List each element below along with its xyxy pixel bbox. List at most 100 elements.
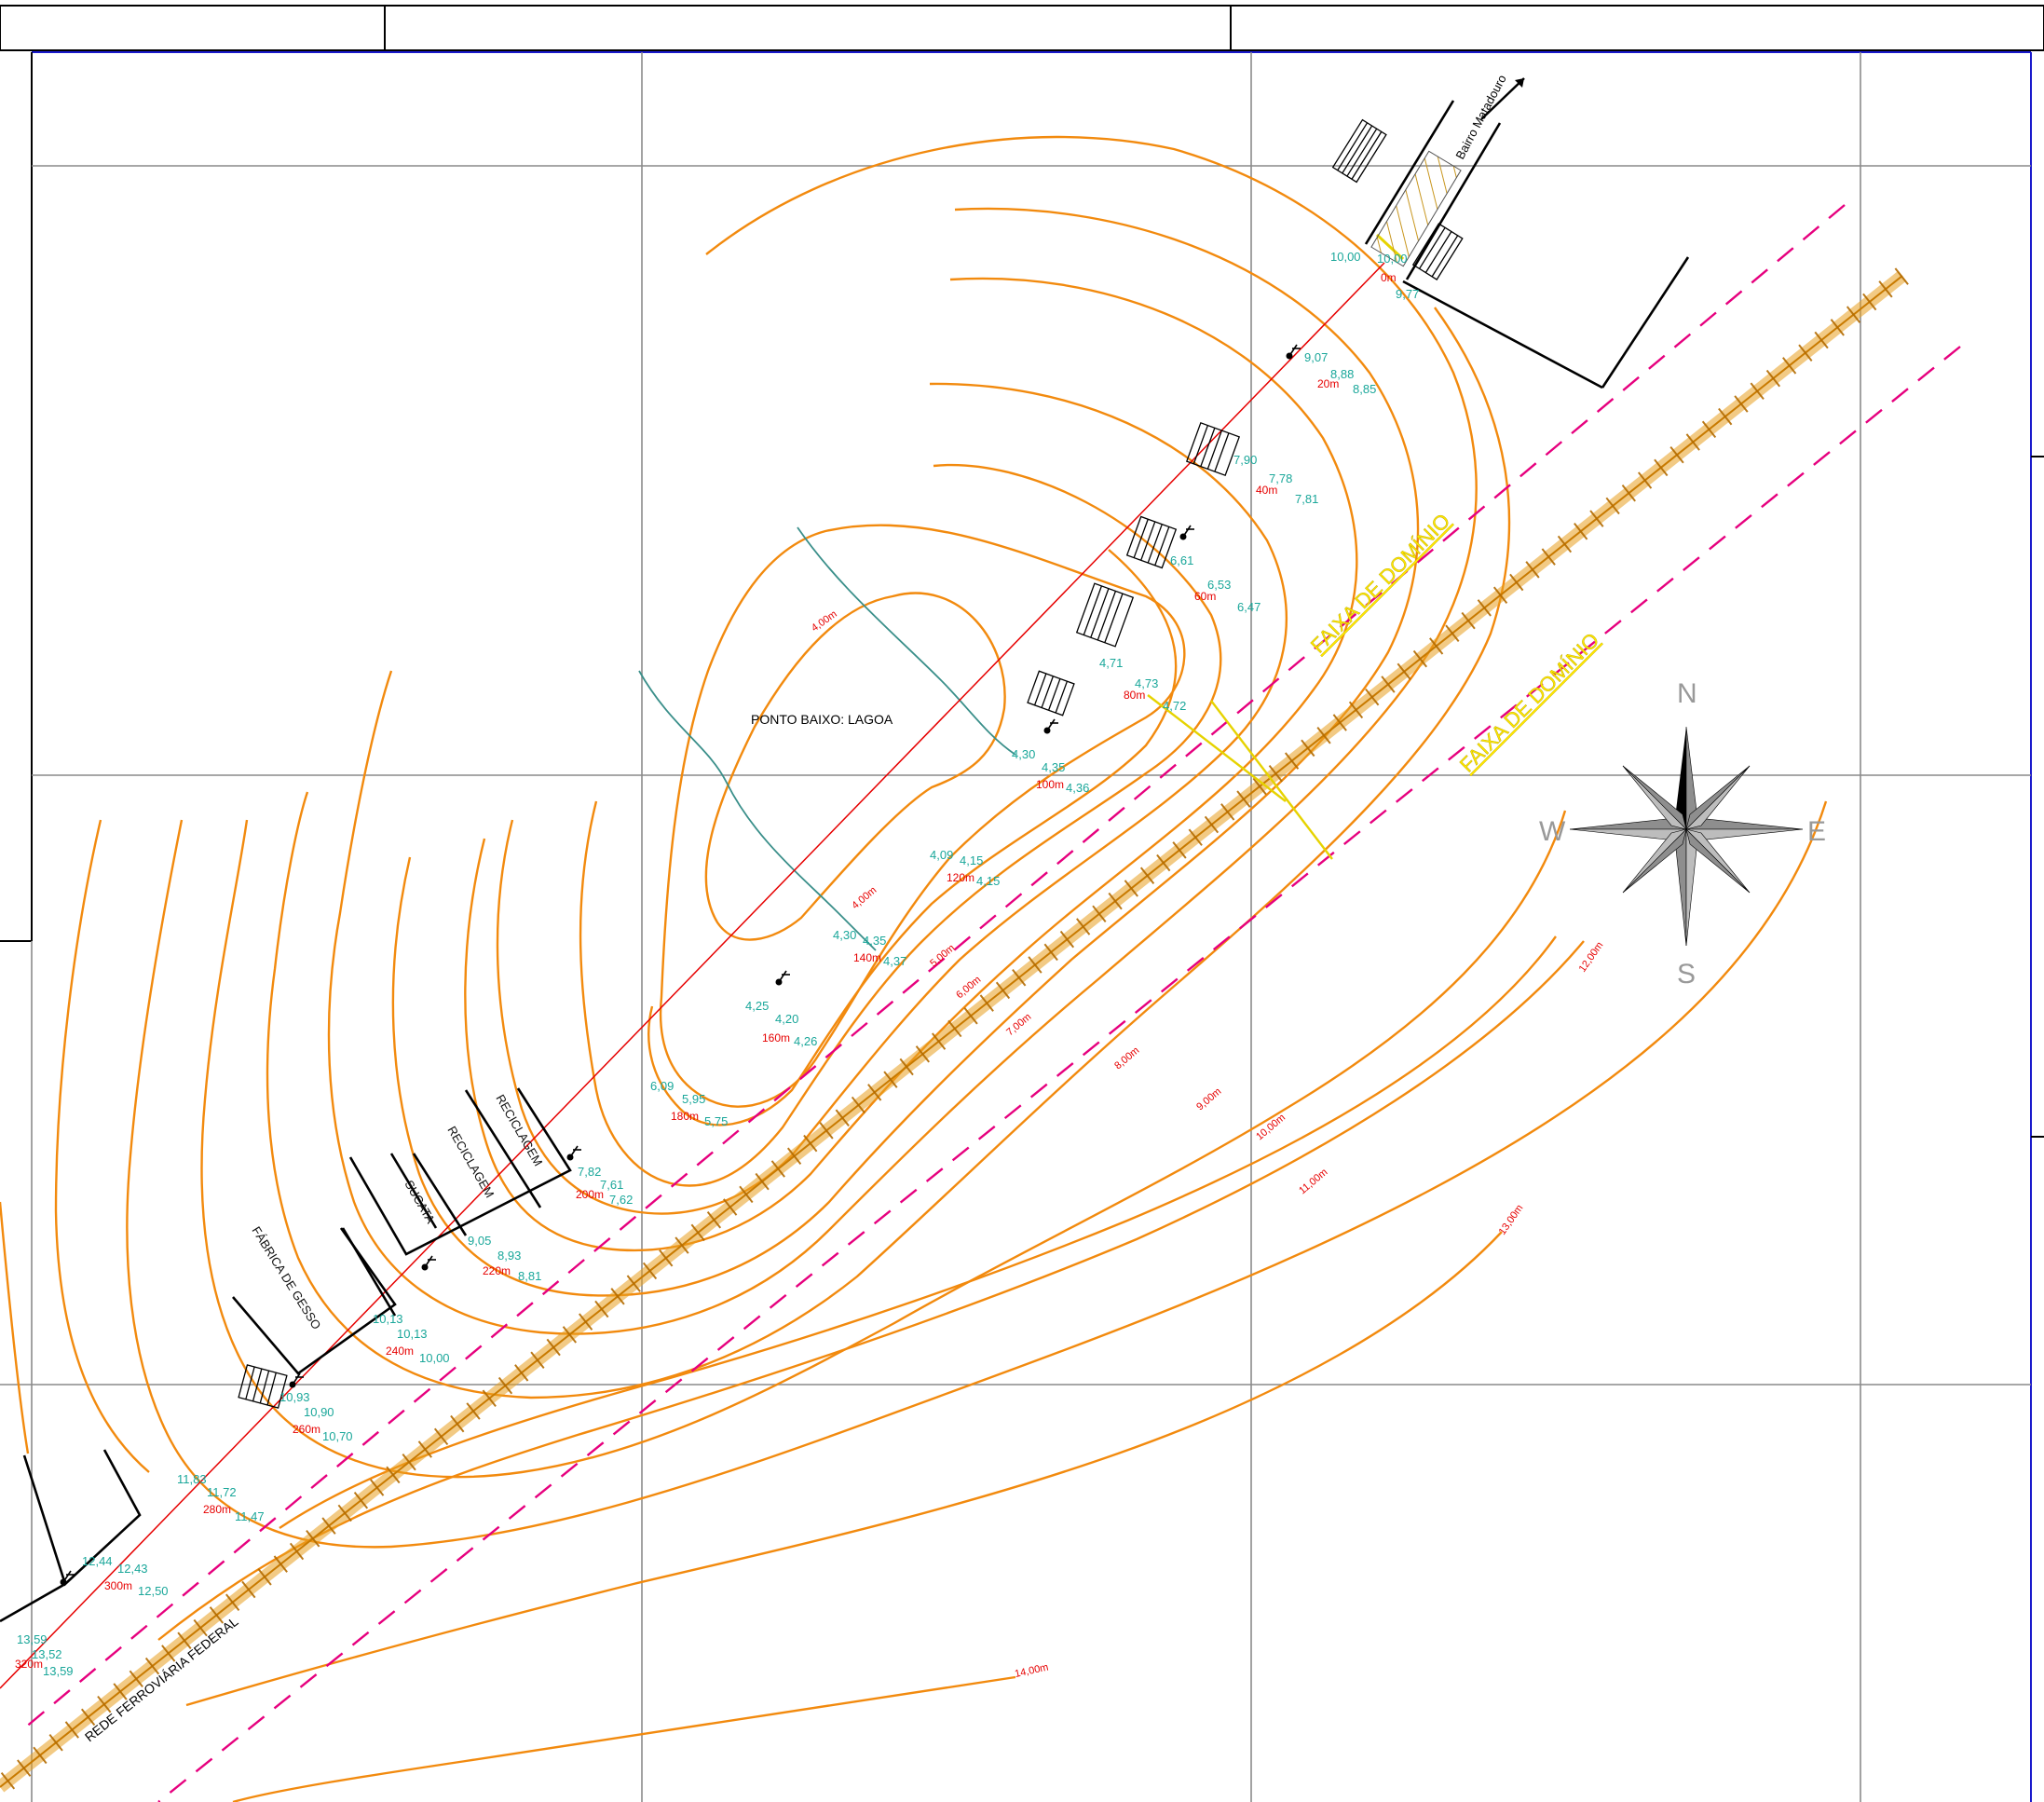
- spot-height: 11,72: [207, 1485, 237, 1499]
- building-hatched: [1125, 515, 1178, 569]
- right-of-way-label-2: FAIXA DE DOMÍNIO: [1455, 628, 1603, 776]
- contour-west-2: [0, 1201, 30, 1454]
- station-label: 320m: [15, 1658, 43, 1671]
- contour-13m: [126, 800, 1828, 1549]
- contour-4m: [659, 524, 1186, 1108]
- spot-height: 4,26: [794, 1034, 817, 1048]
- station-label: 180m: [671, 1110, 699, 1123]
- road-label: Bairro Matadouro: [1452, 73, 1508, 162]
- compass-east-label: E: [1807, 816, 1826, 847]
- spot-height: 13,59: [43, 1664, 74, 1678]
- contour-label: 8,00m: [1112, 1044, 1141, 1072]
- spot-height: 4,72: [1163, 699, 1186, 713]
- spot-height: 4,71: [1099, 656, 1123, 670]
- station-label: 240m: [386, 1345, 414, 1358]
- building-hatched: [1075, 582, 1135, 648]
- contour-west-1: [54, 819, 150, 1473]
- spot-height: 7,81: [1295, 492, 1318, 506]
- station-label: 0m: [1381, 271, 1397, 284]
- spot-height: 8,85: [1353, 382, 1376, 396]
- spot-height: 10,00: [1377, 252, 1408, 266]
- station-label: 40m: [1256, 484, 1277, 497]
- spot-height: 10,93: [279, 1390, 310, 1404]
- spot-height: 8,81: [518, 1269, 541, 1283]
- spot-height: 4,30: [1012, 747, 1035, 761]
- spot-height: 13,59: [17, 1632, 48, 1646]
- contour-label: 4,00m: [850, 884, 879, 911]
- contour-11m: [266, 307, 1511, 1399]
- spot-heights: 10,00 10,00 9,77 9,07 8,88 8,85 7,90 7,7…: [17, 250, 1419, 1678]
- spot-height: 5,75: [704, 1114, 728, 1128]
- spot-height: 4,30: [833, 928, 856, 942]
- building-hatched: [238, 1364, 288, 1409]
- contour-8m: [464, 277, 1358, 1252]
- station-label: 160m: [762, 1031, 790, 1044]
- contour-12m-b: [279, 935, 1557, 1529]
- contour-4m-inner: [704, 592, 1006, 941]
- stream: [638, 526, 1016, 951]
- contour-5m: [647, 549, 1178, 1126]
- spot-height: 6,61: [1170, 553, 1193, 567]
- spot-height: 8,88: [1330, 367, 1354, 381]
- spot-height: 9,05: [468, 1234, 491, 1248]
- contour-label: 6,00m: [954, 974, 983, 1001]
- right-of-way-lines: [18, 204, 1961, 1802]
- contour-12m: [200, 810, 1567, 1479]
- spot-height: 10,13: [373, 1312, 403, 1326]
- spot-height: 8,93: [497, 1249, 521, 1263]
- building-hatched: [1027, 670, 1075, 717]
- spot-height: 11,83: [177, 1472, 207, 1486]
- spot-height: 10,00: [1330, 250, 1361, 264]
- spot-height: 4,36: [1066, 781, 1089, 795]
- right-of-way-label-1: FAIXA DE DOMÍNIO: [1306, 509, 1454, 657]
- station-label: 80m: [1124, 689, 1145, 702]
- spot-height: 6,47: [1237, 600, 1260, 614]
- spot-height: 9,77: [1396, 287, 1419, 301]
- spot-height: 12,44: [82, 1554, 113, 1568]
- spot-height: 10,70: [322, 1429, 353, 1443]
- station-label: 200m: [576, 1188, 604, 1201]
- building-hatched: [1411, 223, 1464, 280]
- station-label: 140m: [853, 951, 881, 964]
- point-label: PONTO BAIXO: LAGOA: [751, 712, 893, 727]
- spot-height: 4,37: [883, 954, 906, 968]
- building-hatched: [1185, 421, 1241, 477]
- spot-height: 5,95: [682, 1092, 705, 1106]
- compass-rose: N S E W: [1539, 678, 1826, 990]
- contour-7m: [496, 382, 1288, 1215]
- spot-height: 12,43: [117, 1562, 148, 1576]
- spot-height: 10,90: [304, 1405, 334, 1419]
- contour-lines: [0, 135, 1828, 1802]
- road-bairro-matadouro: Bairro Matadouro: [1364, 73, 1690, 389]
- spot-height: 9,07: [1304, 350, 1328, 364]
- spot-height: 4,35: [1042, 760, 1065, 774]
- spot-height: 12,50: [138, 1584, 169, 1598]
- contour-labels: 4,00m 4,00m 5,00m 6,00m 7,00m 8,00m 9,00…: [810, 608, 1606, 1680]
- survey-centerline: [0, 262, 1385, 1689]
- facility-label-fabrica-gesso: FÁBRICA DE GESSO: [249, 1224, 323, 1332]
- facility-outlines: [0, 1087, 572, 1623]
- spot-height: 7,62: [609, 1193, 633, 1207]
- building-hatched: [1331, 118, 1387, 184]
- spot-height: 10,00: [419, 1351, 450, 1365]
- station-label: 260m: [293, 1423, 320, 1436]
- spot-height: 4,09: [930, 848, 953, 862]
- contour-label: 11,00m: [1297, 1167, 1329, 1196]
- contour-label: 4,00m: [810, 608, 839, 634]
- compass-north-label: N: [1677, 678, 1697, 709]
- title-block: [0, 5, 2044, 51]
- spot-height: 4,73: [1135, 676, 1158, 690]
- spot-height: 7,78: [1269, 471, 1292, 485]
- railway: [0, 267, 1909, 1795]
- buildings: [238, 118, 1464, 1409]
- station-labels: 0m 20m 40m 60m 80m 100m 120m 140m 160m 1…: [15, 271, 1397, 1671]
- contour-13m-c: [185, 1231, 1503, 1707]
- facility-label-reciclagem-2: RECICLAGEM: [444, 1124, 497, 1200]
- railway-label: REDE FERROVIÁRIA FEDERAL: [82, 1614, 241, 1745]
- compass-west-label: W: [1539, 816, 1566, 847]
- station-label: 20m: [1317, 377, 1339, 390]
- spot-height: 4,25: [745, 999, 769, 1013]
- spot-height: 7,90: [1233, 453, 1257, 467]
- contour-9m: [391, 207, 1420, 1297]
